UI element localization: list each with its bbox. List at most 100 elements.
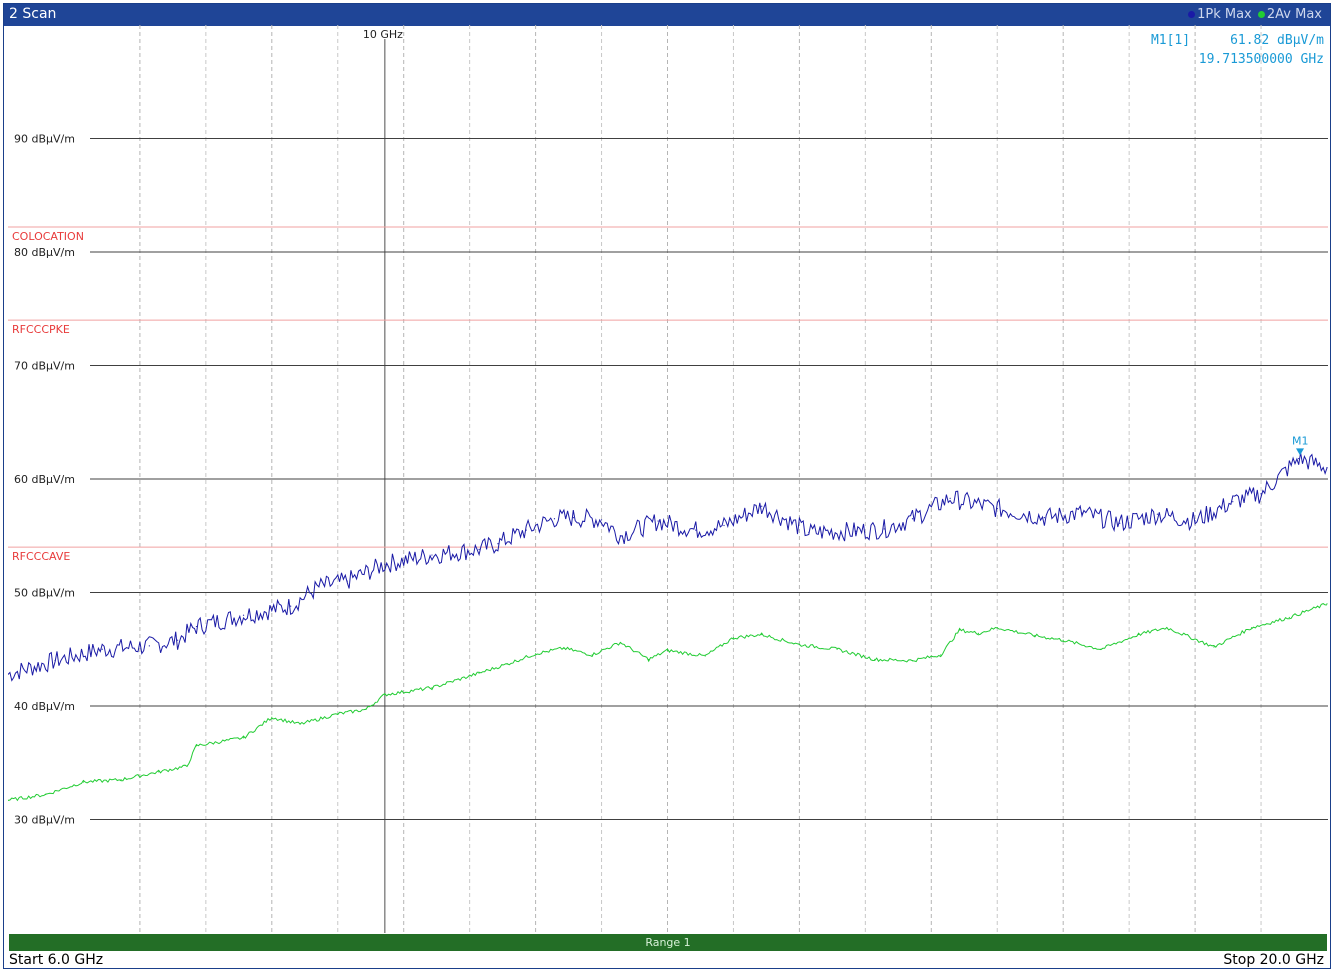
range-bar[interactable]: Range 1: [9, 934, 1327, 951]
marker-value: 61.82 dBµV/m: [1230, 33, 1324, 48]
pk-max-point: [384, 563, 386, 565]
av-max-point: [1034, 635, 1036, 637]
trace-legend: 1Pk Max 2Av Max: [1186, 7, 1322, 22]
pk-max-point: [54, 660, 56, 662]
pk-max-point: [1298, 457, 1300, 460]
pk-max-point: [8, 673, 9, 675]
av-max-point: [242, 737, 245, 739]
av-max-point: [337, 713, 339, 715]
pk-max-point: [600, 519, 603, 521]
av-max-point: [996, 627, 998, 629]
marker-readout: M1[1] 61.82 dBµV/m 19.713500000 GHz: [1151, 31, 1324, 69]
title-bar: 2 Scan 1Pk Max 2Av Max: [4, 4, 1330, 26]
y-tick-label: 30 dBµV/m: [14, 814, 75, 827]
vertical-grid: [139, 25, 1262, 933]
pk-max-point: [148, 645, 150, 647]
pk-max-point: [290, 605, 292, 607]
pk-max-point: [1156, 513, 1159, 515]
av-max-point: [648, 658, 650, 661]
av-max-point: [1326, 603, 1328, 605]
av-max-point: [506, 663, 508, 665]
spectrum-plot[interactable]: COLOCATION RFCCCPKE RFCCCAVE 90 dBµV/m 80 d…: [8, 25, 1328, 933]
av-max-point: [1213, 646, 1215, 648]
legend-item-av-max[interactable]: 2Av Max: [1257, 7, 1322, 22]
av-max-point: [874, 658, 876, 661]
av-max-point: [1062, 639, 1064, 641]
av-max-point: [911, 660, 914, 662]
limit-line-label: RFCCCPKE: [12, 323, 70, 336]
pk-max-point: [1232, 501, 1234, 503]
av-max-point: [186, 765, 188, 767]
av-max-point: [1251, 627, 1253, 629]
pk-max-point: [883, 528, 885, 530]
analyzer-window: 2 Scan 1Pk Max 2Av Max COLOCATION RFCCCPK…: [3, 3, 1331, 969]
marker-m1[interactable]: M1: [1292, 434, 1309, 456]
av-max-point: [591, 654, 593, 656]
stop-frequency: Stop 20.0 GHz: [1223, 952, 1324, 968]
av-max-point: [299, 723, 301, 725]
pk-max-point: [996, 507, 998, 510]
av-max-point: [271, 716, 273, 718]
y-tick-label: 70 dBµV/m: [14, 360, 75, 373]
window-title: 2 Scan: [9, 6, 57, 22]
pk-max-point: [1326, 467, 1328, 469]
av-max-point: [836, 648, 838, 650]
y-axis-labels: 90 dBµV/m 80 dBµV/m 70 dBµV/m 60 dBµV/m 50 d…: [14, 133, 75, 827]
av-max-point: [120, 779, 122, 781]
av-max-point: [761, 633, 763, 636]
traces: [8, 452, 1328, 802]
limit-line-label: COLOCATION: [12, 230, 84, 243]
pk-max-point: [855, 530, 857, 532]
legend-label-av-max: 2Av Max: [1266, 7, 1322, 22]
av-max-point: [1166, 627, 1168, 629]
av-max-point: [798, 644, 801, 646]
pk-max-point: [101, 648, 103, 650]
pk-max-point: [572, 516, 574, 519]
legend-label-pk-max: 1Pk Max: [1197, 7, 1252, 22]
y-tick-label: 80 dBµV/m: [14, 246, 75, 259]
pk-max-point: [761, 505, 763, 507]
pk-max-point: [911, 518, 914, 520]
av-max-point: [704, 655, 706, 657]
av-max-point: [365, 708, 367, 711]
av-max-point: [1137, 633, 1140, 636]
limit-lines: COLOCATION RFCCCPKE RFCCCAVE: [8, 226, 1328, 563]
av-max-point: [563, 647, 565, 649]
pk-max-point: [431, 554, 433, 556]
pk-max-point: [497, 543, 499, 545]
av-max-point: [1288, 616, 1290, 619]
av-max-point: [940, 654, 942, 656]
pk-max-point: [1260, 493, 1262, 495]
trace-av-max: [8, 603, 1327, 802]
av-max-point: [732, 637, 735, 639]
av-max-point: [82, 781, 84, 783]
av-max-point: [958, 629, 961, 631]
av-max-point: [535, 653, 537, 655]
limit-line-label: RFCCCAVE: [12, 550, 70, 563]
pk-max-point: [176, 639, 179, 641]
trace-1-dot-icon: [1188, 11, 1196, 18]
marker-triangle-icon: [1296, 448, 1305, 456]
y-tick-label: 40 dBµV/m: [14, 700, 75, 713]
pk-max-point: [1043, 516, 1045, 519]
pk-max-point: [1119, 522, 1121, 524]
pk-max-point: [1194, 520, 1196, 522]
av-max-point: [45, 793, 47, 796]
av-max-point: [8, 799, 9, 801]
pk-max-point: [657, 520, 659, 522]
pk-max-point: [195, 625, 198, 628]
pk-max-point: [949, 497, 951, 499]
av-max-point: [619, 641, 621, 644]
av-max-point: [158, 771, 160, 773]
pk-max-point: [1081, 512, 1083, 514]
pk-max-point: [723, 524, 725, 527]
pk-max-point: [525, 529, 527, 531]
trace-2-dot-icon: [1257, 11, 1265, 18]
pk-max-point: [478, 548, 480, 550]
av-max-point: [1100, 648, 1102, 650]
legend-item-pk-max[interactable]: 1Pk Max: [1188, 7, 1256, 22]
av-max-point: [666, 649, 669, 651]
y-tick-label: 60 dBµV/m: [14, 473, 75, 486]
av-max-point: [977, 632, 980, 634]
start-frequency: Start 6.0 GHz: [9, 952, 104, 968]
